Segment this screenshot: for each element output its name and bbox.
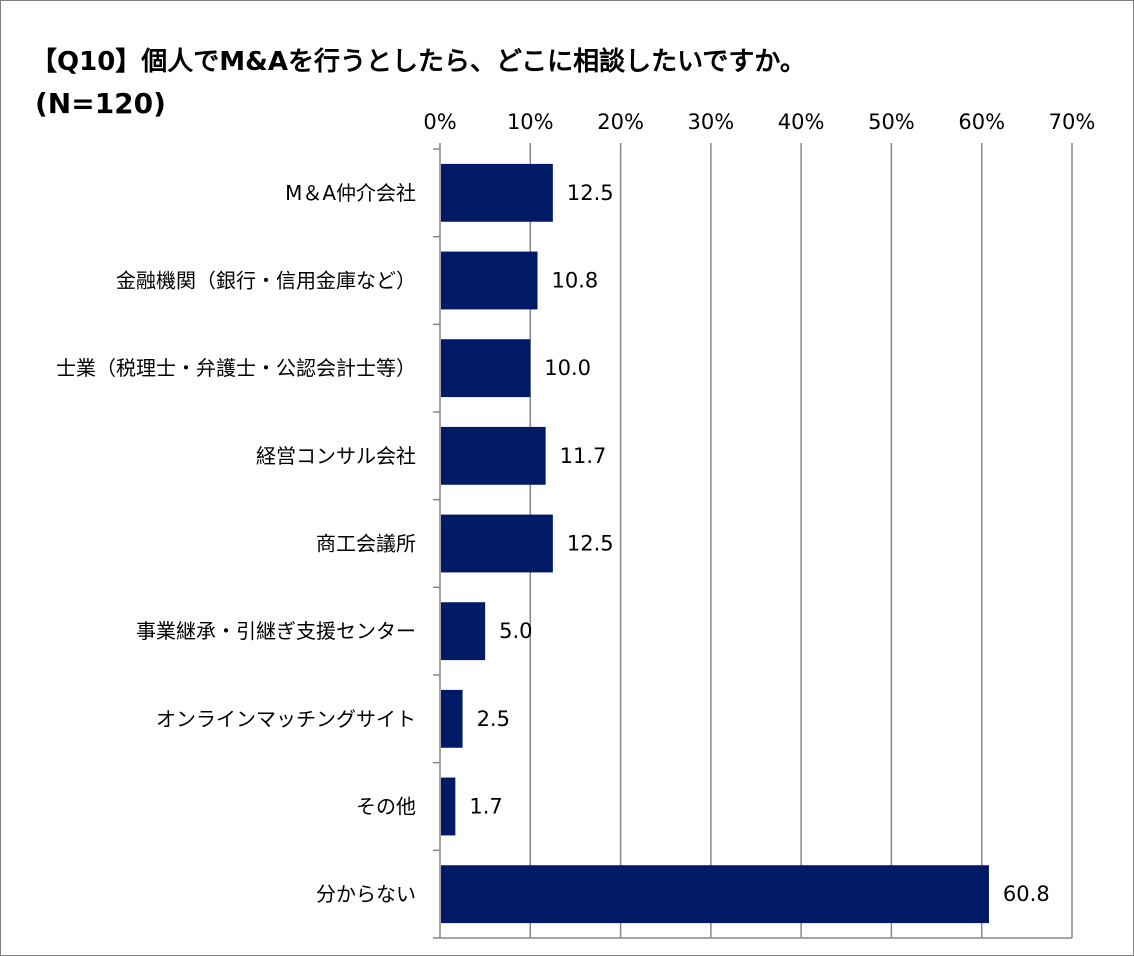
category-label: その他 — [356, 795, 416, 819]
x-tick-label: 70% — [1049, 110, 1096, 134]
bar[interactable] — [441, 514, 553, 573]
x-tick-label: 20% — [597, 110, 644, 134]
x-tick-label: 30% — [688, 110, 735, 134]
category-label: 士業（税理士・弁護士・公認会計士等） — [56, 356, 416, 380]
value-label: 10.0 — [544, 356, 591, 380]
chart-title: 【Q10】個人でM&Aを行うとしたら、どこに相談したいですか。 — [31, 47, 806, 77]
category-label: オンラインマッチングサイト — [156, 707, 416, 731]
bar[interactable] — [441, 865, 989, 924]
x-tick-label: 10% — [507, 110, 554, 134]
category-label: 商工会議所 — [316, 532, 416, 556]
x-tick-label: 50% — [868, 110, 915, 134]
value-label: 12.5 — [567, 181, 614, 205]
bar[interactable] — [441, 602, 486, 661]
value-label: 11.7 — [560, 444, 607, 468]
chart-subtitle: (N=120) — [35, 87, 166, 120]
bar[interactable] — [441, 339, 531, 398]
value-label: 2.5 — [477, 707, 510, 731]
bar[interactable] — [441, 251, 538, 310]
bar[interactable] — [441, 163, 553, 222]
bar[interactable] — [441, 689, 463, 748]
value-label: 10.8 — [552, 269, 599, 293]
value-label: 12.5 — [567, 532, 614, 556]
bar[interactable] — [441, 426, 546, 485]
category-label: 金融機関（銀行・信用金庫など） — [116, 269, 416, 293]
category-label: M＆A仲介会社 — [285, 181, 416, 205]
category-label: 事業継承・引継ぎ支援センター — [136, 619, 416, 643]
value-label: 1.7 — [469, 795, 502, 819]
x-tick-label: 40% — [778, 110, 825, 134]
category-label: 分からない — [316, 882, 416, 906]
bar[interactable] — [441, 777, 456, 836]
x-tick-label: 60% — [958, 110, 1005, 134]
category-label: 経営コンサル会社 — [256, 444, 416, 468]
x-tick-label: 0% — [423, 110, 456, 134]
value-label: 60.8 — [1003, 882, 1050, 906]
value-label: 5.0 — [499, 619, 532, 643]
